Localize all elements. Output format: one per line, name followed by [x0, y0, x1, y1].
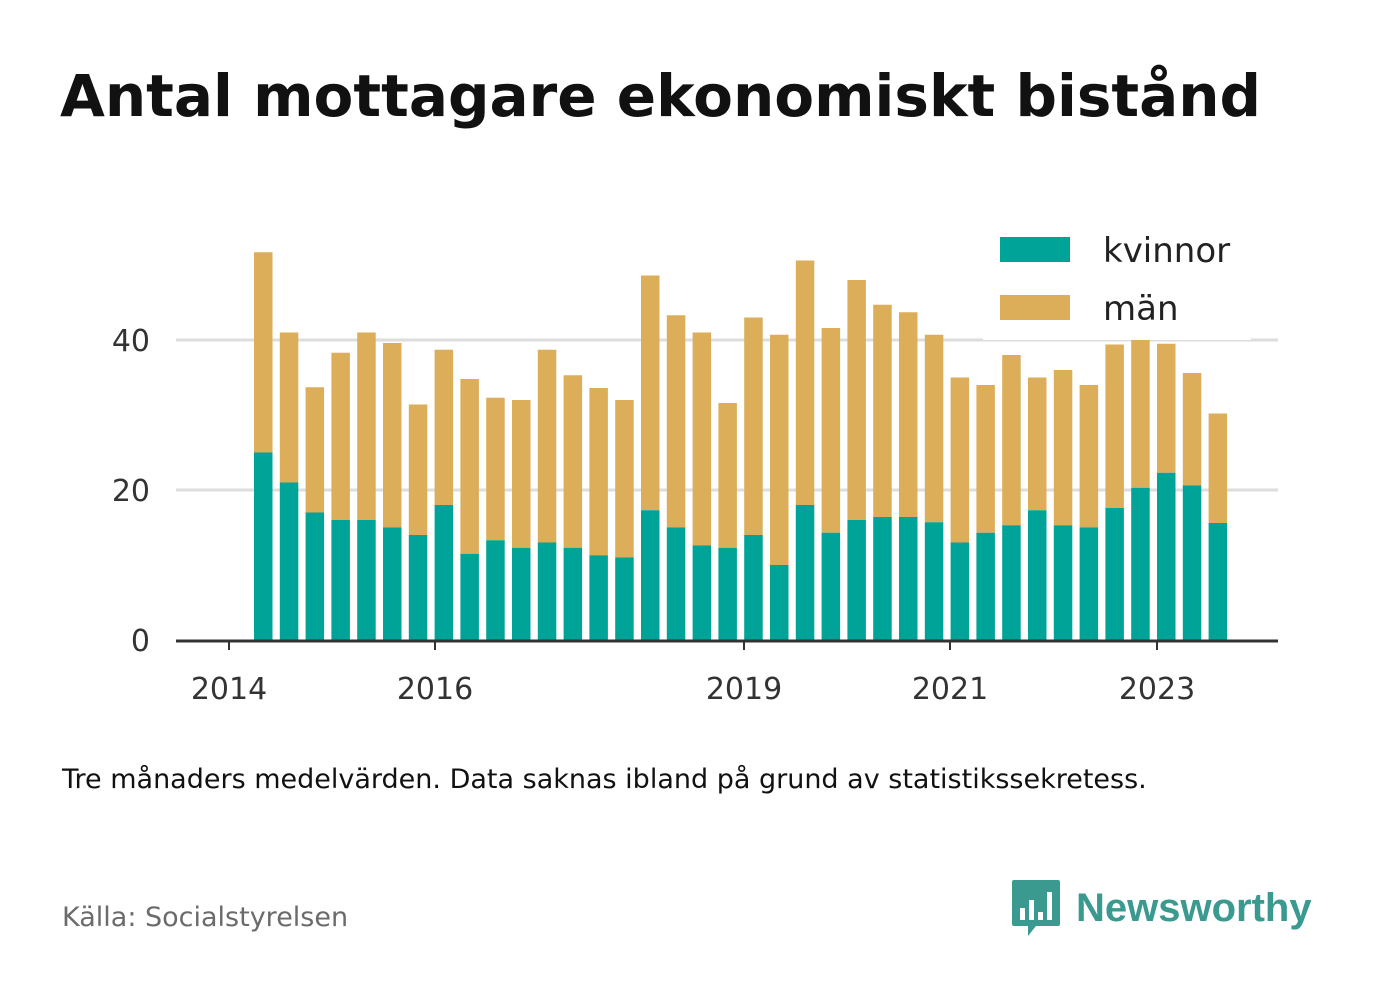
bar-man-28 [976, 385, 995, 533]
bar-man-32 [1079, 385, 1099, 528]
legend-label-1: män [1103, 289, 1179, 329]
bar-kvinnor-18 [718, 547, 737, 640]
bar-man-31 [1053, 370, 1073, 526]
bar-kvinnor-20 [770, 565, 789, 640]
source-note: Källa: Socialstyrelsen [62, 902, 349, 933]
bar-kvinnor-4 [357, 520, 376, 640]
bar-kvinnor-16 [666, 527, 686, 640]
bar-kvinnor-12 [563, 547, 583, 640]
x-tick-label-2023: 2023 [1119, 672, 1195, 707]
bar-kvinnor-24 [873, 517, 892, 640]
legend-swatch-0 [1000, 237, 1070, 262]
bar-kvinnor-29 [1002, 525, 1021, 640]
bar-man-25 [899, 312, 918, 517]
bar-kvinnor-11 [537, 542, 557, 640]
bar-man-30 [1028, 377, 1047, 511]
y-tick-label-40: 40 [112, 324, 150, 359]
bar-kvinnor-26 [924, 522, 944, 640]
bar-kvinnor-37 [1208, 523, 1228, 640]
bar-kvinnor-8 [460, 553, 479, 640]
bars [254, 252, 1228, 640]
x-tick-label-2016: 2016 [397, 672, 473, 707]
bar-man-7 [434, 349, 454, 505]
bar-kvinnor-36 [1182, 485, 1202, 640]
bar-man-0 [254, 252, 273, 453]
bar-man-14 [615, 400, 634, 558]
bar-man-34 [1131, 340, 1150, 488]
bar-man-18 [718, 403, 737, 548]
bar-kvinnor-14 [615, 557, 634, 640]
bar-man-13 [589, 388, 608, 556]
bar-kvinnor-7 [434, 505, 454, 640]
bar-kvinnor-22 [821, 532, 841, 640]
bar-man-5 [383, 343, 402, 528]
chart-subtitle: Tre månaders medelvärden. Data saknas ib… [62, 764, 1147, 795]
bar-man-3 [331, 352, 350, 520]
bar-kvinnor-6 [408, 535, 428, 640]
bar-kvinnor-17 [692, 545, 712, 640]
bar-kvinnor-27 [950, 542, 970, 640]
bar-man-26 [924, 334, 944, 523]
bar-man-22 [821, 328, 841, 533]
bar-man-2 [305, 387, 325, 513]
bar-man-12 [563, 375, 583, 548]
bar-kvinnor-21 [795, 505, 815, 640]
bar-man-1 [279, 332, 299, 483]
bar-man-36 [1182, 373, 1202, 486]
bar-man-24 [873, 304, 892, 517]
bar-kvinnor-5 [383, 527, 402, 640]
bar-kvinnor-1 [279, 482, 299, 640]
bar-man-4 [357, 332, 376, 520]
brand-logo: Newsworthy [1010, 878, 1312, 938]
legend-label-0: kvinnor [1103, 231, 1230, 271]
bar-man-21 [795, 260, 815, 505]
bar-man-29 [1002, 355, 1021, 526]
bar-kvinnor-31 [1053, 525, 1073, 640]
bar-man-35 [1157, 343, 1176, 473]
bar-man-23 [847, 280, 866, 520]
brand-name: Newsworthy [1076, 885, 1312, 930]
bar-man-10 [512, 400, 531, 548]
chart-title: Antal mottagare ekonomiskt bistånd [60, 62, 1262, 130]
bar-kvinnor-25 [899, 517, 918, 640]
bar-kvinnor-3 [331, 520, 350, 640]
y-tick-label-0: 0 [131, 624, 150, 659]
bar-kvinnor-19 [744, 535, 763, 640]
bar-kvinnor-34 [1131, 487, 1150, 640]
y-tick-label-20: 20 [112, 474, 150, 509]
bar-man-8 [460, 379, 479, 554]
bar-kvinnor-0 [254, 452, 273, 640]
bar-man-17 [692, 332, 712, 546]
bar-man-16 [666, 315, 686, 528]
axes: 0 20 40 2014 2016 2019 2021 2023 [112, 324, 1278, 707]
bar-kvinnor-23 [847, 520, 866, 640]
bar-kvinnor-33 [1105, 508, 1124, 640]
bar-man-9 [486, 397, 505, 541]
x-tick-label-2014: 2014 [191, 672, 267, 707]
legend-swatch-1 [1000, 295, 1070, 320]
bar-kvinnor-30 [1028, 510, 1047, 640]
bar-man-11 [537, 349, 557, 543]
bar-kvinnor-15 [641, 510, 660, 640]
x-tick-label-2021: 2021 [912, 672, 988, 707]
bar-chart-speech-bubble-icon [1012, 880, 1060, 936]
legend: kvinnor män [983, 225, 1251, 340]
bar-kvinnor-10 [512, 547, 531, 640]
bar-man-6 [408, 404, 428, 535]
bar-kvinnor-9 [486, 540, 505, 640]
bar-man-33 [1105, 344, 1124, 508]
bar-kvinnor-13 [589, 555, 608, 640]
bar-man-19 [744, 317, 763, 535]
bar-kvinnor-2 [305, 512, 325, 640]
bar-kvinnor-35 [1157, 472, 1176, 640]
bar-kvinnor-28 [976, 532, 995, 640]
bar-kvinnor-32 [1079, 527, 1099, 640]
bar-man-37 [1208, 413, 1228, 523]
bar-man-20 [770, 334, 789, 565]
bar-man-15 [641, 275, 660, 511]
bar-man-27 [950, 377, 970, 543]
x-tick-label-2019: 2019 [706, 672, 782, 707]
